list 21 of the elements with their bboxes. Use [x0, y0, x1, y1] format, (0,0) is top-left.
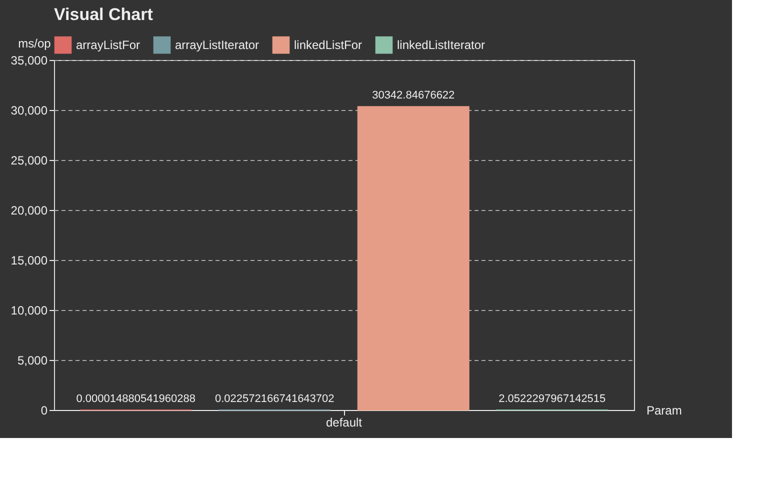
y-tick-label: 20,000: [10, 204, 48, 218]
y-tick-label: 35,000: [10, 54, 48, 68]
x-axis-title: Param: [646, 404, 682, 418]
data-label: 0.022572166741643702: [214, 393, 334, 405]
x-tick-label: default: [326, 416, 363, 430]
legend-label: linkedListFor: [294, 38, 362, 52]
bar: [357, 106, 470, 410]
y-tick-label: 25,000: [10, 154, 48, 168]
data-label: 2.0522297967142515: [498, 392, 606, 405]
y-axis-title: ms/op: [18, 36, 52, 50]
y-tick-label: 30,000: [10, 104, 48, 118]
legend-label: arrayListIterator: [175, 38, 260, 52]
legend-label: linkedListIterator: [397, 38, 486, 52]
y-tick-label: 10,000: [10, 304, 48, 318]
y-tick-label: 0: [40, 404, 48, 418]
y-tick-label: 15,000: [10, 254, 48, 268]
chart-title: Visual Chart: [54, 5, 154, 24]
y-tick-label: 5,000: [17, 354, 48, 368]
data-label: 30342.84676622: [372, 90, 455, 102]
legend-label: arrayListFor: [76, 38, 140, 52]
data-label: 0.000014880541960288: [76, 393, 196, 405]
